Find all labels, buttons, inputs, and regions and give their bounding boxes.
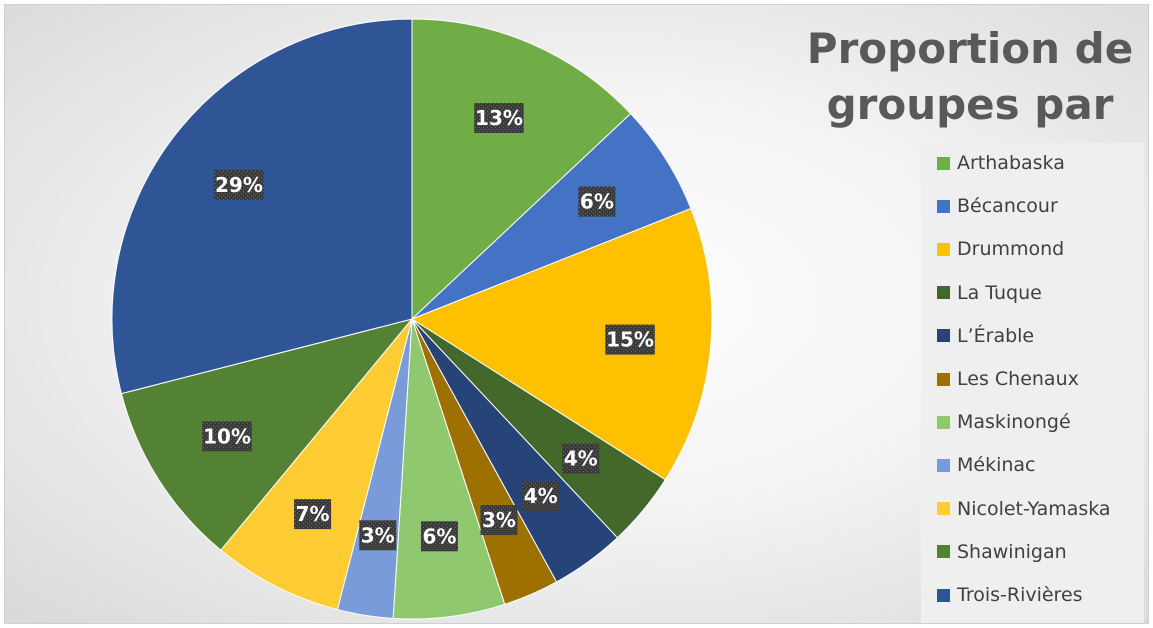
slice-nicolet-yamaska bbox=[220, 318, 413, 611]
legend-swatch bbox=[937, 199, 950, 213]
legend-swatch bbox=[937, 329, 950, 343]
slice-shawinigan bbox=[120, 318, 414, 551]
svg-text:4%: 4% bbox=[564, 447, 598, 471]
legend-item-trois-rivieres: Trois-Rivières bbox=[937, 583, 1083, 607]
legend-swatch bbox=[937, 458, 950, 472]
legend-label: Arthabaska bbox=[957, 152, 1065, 174]
svg-text:6%: 6% bbox=[580, 190, 614, 214]
legend-swatch bbox=[937, 415, 950, 429]
legend-swatch bbox=[937, 502, 950, 516]
data-label-maskinonge: 6% bbox=[420, 521, 458, 552]
data-label-la-tuque: 4% bbox=[562, 443, 600, 474]
legend-swatch bbox=[937, 286, 950, 300]
data-label-l-erable: 4% bbox=[522, 481, 560, 512]
legend-item-l-erable: L’Érable bbox=[937, 324, 1034, 348]
data-label-les-chenaux: 3% bbox=[480, 504, 518, 535]
legend-item-la-tuque: La Tuque bbox=[937, 281, 1042, 305]
svg-text:7%: 7% bbox=[296, 502, 330, 526]
data-label-trois-rivieres: 29% bbox=[214, 169, 264, 200]
slice-arthabaska bbox=[411, 18, 632, 321]
legend-label: Drummond bbox=[957, 238, 1065, 261]
svg-text:6%: 6% bbox=[422, 524, 456, 548]
legend-swatch bbox=[937, 156, 950, 170]
svg-text:13%: 13% bbox=[475, 106, 523, 130]
pie-slices bbox=[111, 18, 713, 620]
legend: Arthabaska Bécancour Drummond La Tuque L’Éra… bbox=[921, 143, 1144, 623]
data-label-drummond: 15% bbox=[605, 324, 655, 355]
pie-chart: 13% 6% 15% 4%4% 3% 6% 3% 7% 10% 29% bbox=[111, 18, 713, 620]
legend-swatch bbox=[937, 545, 950, 559]
legend-item-maskinonge: Maskinongé bbox=[937, 410, 1071, 434]
legend-label: Maskinongé bbox=[957, 411, 1071, 434]
pie-data-labels: 13% 6% 15% 4%4% 3% 6% 3% 7% 10% 29% bbox=[202, 103, 655, 552]
slice-trois-rivieres bbox=[111, 18, 413, 395]
data-label-shawinigan: 10% bbox=[202, 421, 252, 452]
legend-swatch bbox=[937, 372, 950, 386]
legend-label: Mékinac bbox=[957, 454, 1036, 477]
chart-area: 13% 6% 15% 4% 4% 3% 6% 3% 7% 10% 29% Proportion de… bbox=[4, 4, 1149, 624]
legend-swatch bbox=[937, 588, 950, 602]
legend-item-becancour: Bécancour bbox=[937, 194, 1058, 218]
legend-label: Nicolet-Yamaska bbox=[957, 497, 1111, 520]
svg-text:3%: 3% bbox=[482, 508, 516, 532]
slice-drummond bbox=[410, 207, 713, 481]
legend-swatch bbox=[937, 242, 950, 256]
svg-text:3%: 3% bbox=[361, 523, 395, 547]
svg-text:4%: 4% bbox=[524, 484, 558, 508]
legend-label: La Tuque bbox=[957, 281, 1042, 304]
svg-text:10%: 10% bbox=[203, 424, 251, 448]
legend-item-shawinigan: Shawinigan bbox=[937, 540, 1067, 564]
svg-text:15%: 15% bbox=[606, 328, 654, 352]
legend-label: Les Chenaux bbox=[957, 368, 1079, 390]
legend-label: Bécancour bbox=[957, 195, 1058, 218]
legend-item-nicolet-yamaska: Nicolet-Yamaska bbox=[937, 497, 1111, 521]
legend-item-les-chenaux: Les Chenaux bbox=[937, 367, 1079, 391]
legend-label: Shawinigan bbox=[957, 540, 1067, 563]
legend-item-mekinac: Mékinac bbox=[937, 453, 1036, 477]
legend-label: L’Érable bbox=[957, 324, 1035, 347]
legend-label: Trois-Rivières bbox=[957, 584, 1083, 606]
legend-item-arthabaska: Arthabaska bbox=[937, 151, 1065, 175]
chart-title: Proportion de groupes par MRC bbox=[806, 24, 1134, 185]
data-label-arthabaska: 13% bbox=[474, 103, 524, 134]
legend-item-drummond: Drummond bbox=[937, 237, 1064, 261]
data-label-nicolet-yamaska: 7% bbox=[294, 499, 332, 530]
data-label-becancour: 6% bbox=[578, 186, 616, 217]
svg-text:29%: 29% bbox=[215, 173, 263, 197]
data-label-mekinac: 3% bbox=[359, 520, 397, 551]
